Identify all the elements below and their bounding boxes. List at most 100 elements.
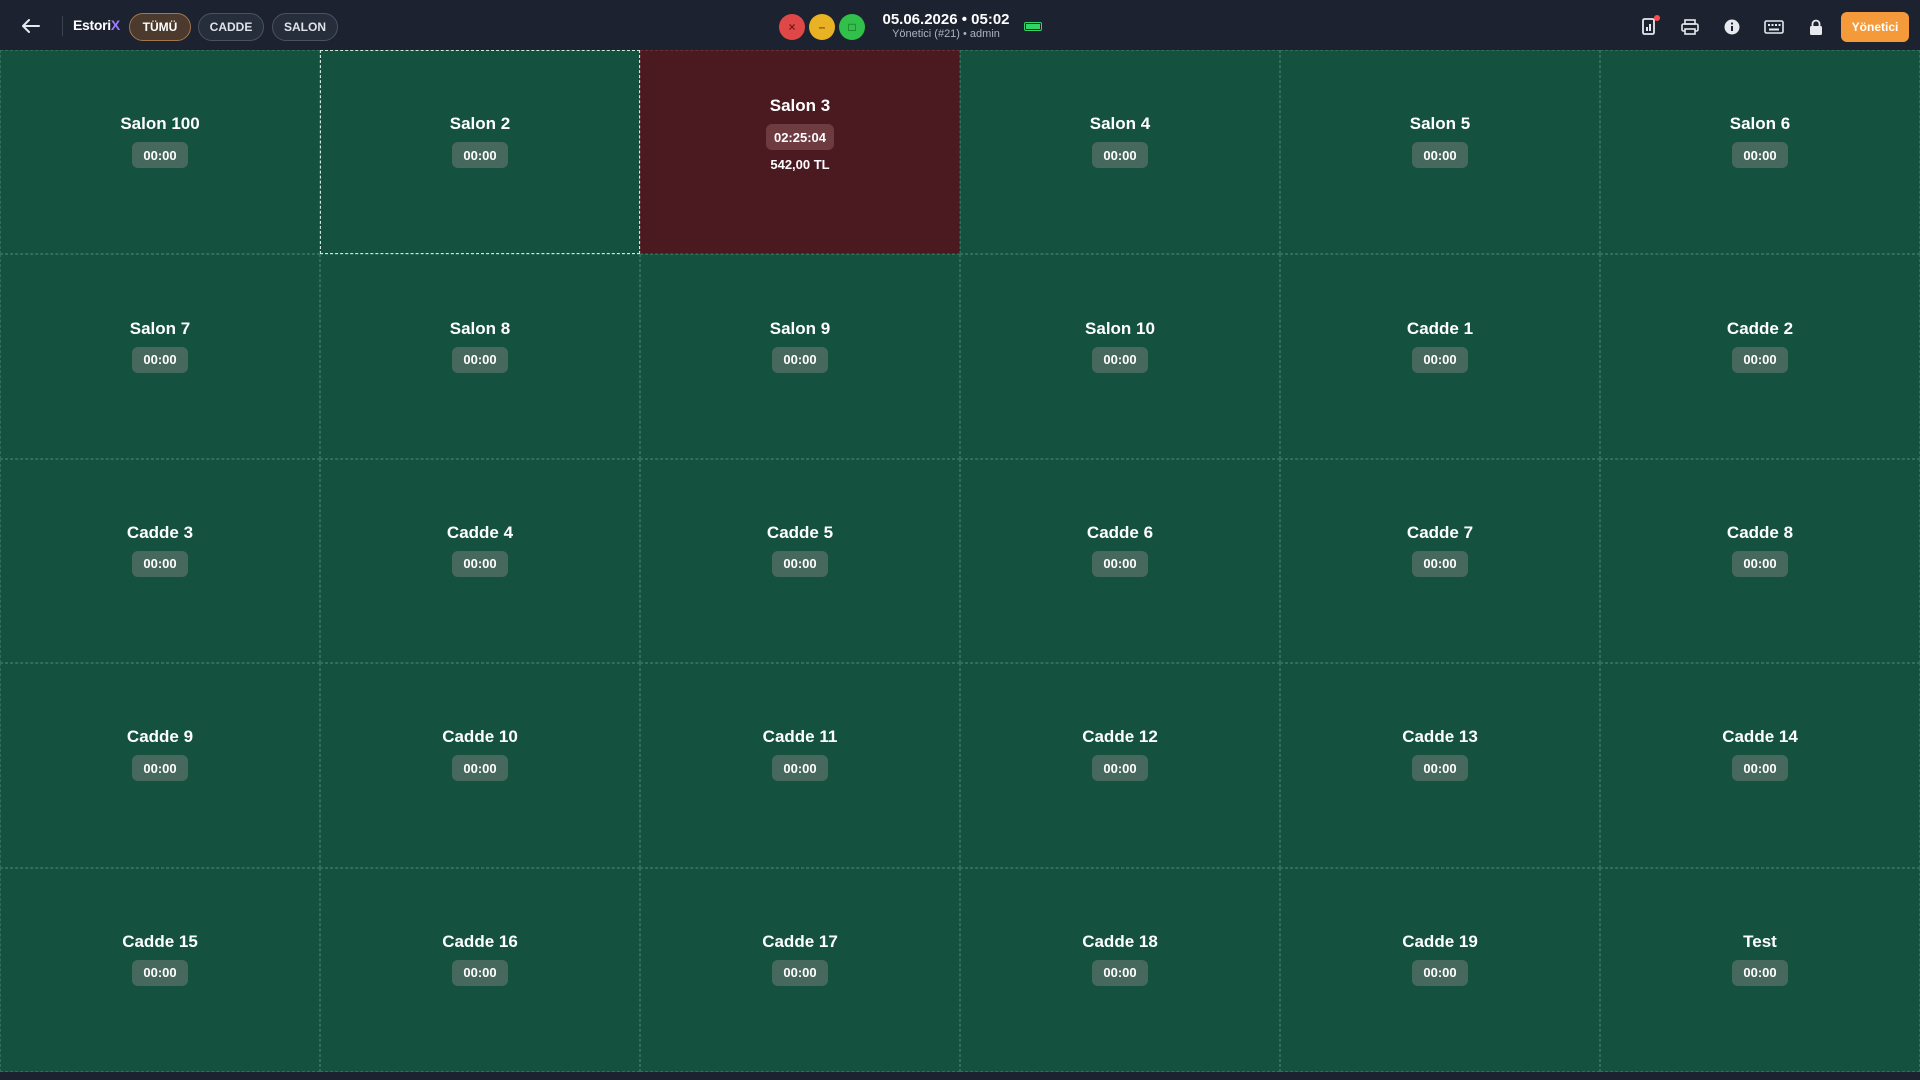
- role-button[interactable]: Yönetici: [1841, 12, 1909, 42]
- battery-icon: [1024, 22, 1042, 31]
- window-minimize-button[interactable]: –: [809, 14, 835, 40]
- table-timer: 00:00: [452, 550, 508, 577]
- table-card[interactable]: Cadde 6 00:00: [960, 458, 1280, 664]
- table-timer: 00:00: [1412, 755, 1468, 782]
- info-icon[interactable]: [1719, 14, 1745, 40]
- table-timer: 00:00: [1092, 142, 1148, 169]
- back-arrow-icon[interactable]: [16, 12, 46, 40]
- table-name: Cadde 7: [1406, 522, 1474, 542]
- table-timer: 00:00: [1412, 959, 1468, 986]
- table-card[interactable]: Cadde 8 00:00: [1600, 458, 1920, 664]
- table-name: Cadde 13: [1402, 727, 1478, 747]
- table-card[interactable]: Cadde 11 00:00: [640, 663, 960, 868]
- table-card[interactable]: Cadde 1 00:00: [1280, 254, 1600, 459]
- table-name: Cadde 4: [446, 522, 514, 542]
- table-name: Salon 5: [1409, 114, 1471, 134]
- table-name: Cadde 12: [1082, 727, 1158, 747]
- table-timer: 00:00: [1412, 142, 1468, 169]
- table-name: Cadde 17: [762, 931, 838, 951]
- table-timer: 00:00: [1092, 346, 1148, 373]
- table-timer: 00:00: [1732, 346, 1788, 373]
- table-grid: Salon 100 00:00 Salon 2 00:00 Salon 3 02:25:0…: [0, 50, 1920, 1072]
- table-card[interactable]: Salon 2 00:00: [320, 50, 640, 255]
- table-name: Salon 8: [449, 318, 511, 338]
- table-card[interactable]: Cadde 4 00:00: [320, 458, 640, 664]
- table-card[interactable]: Salon 3 02:25:04 542,00 TL: [640, 50, 960, 255]
- printer-icon[interactable]: [1677, 14, 1703, 40]
- bottom-strip: [0, 1072, 1920, 1080]
- table-timer: 02:25:04: [765, 124, 835, 151]
- table-name: Cadde 3: [126, 522, 194, 542]
- keyboard-icon[interactable]: [1761, 14, 1787, 40]
- table-name: Salon 4: [1089, 114, 1151, 134]
- clock-panel: 05.06.2026 • 05:02 Yönetici (#21) • admi…: [876, 11, 1016, 41]
- app-logo: EstoriX: [73, 17, 120, 33]
- window-close-button[interactable]: ×: [779, 14, 805, 40]
- table-timer: 00:00: [1732, 142, 1788, 169]
- table-timer: 00:00: [452, 346, 508, 373]
- table-name: Cadde 6: [1086, 522, 1154, 542]
- filter-salon-button[interactable]: SALON: [272, 13, 338, 41]
- table-card[interactable]: Cadde 2 00:00: [1600, 254, 1920, 459]
- table-timer: 00:00: [452, 755, 508, 782]
- table-card[interactable]: Test 00:00: [1600, 867, 1920, 1072]
- table-timer: 00:00: [132, 550, 188, 577]
- table-name: Cadde 8: [1726, 522, 1794, 542]
- table-timer: 00:00: [1732, 550, 1788, 577]
- table-timer: 00:00: [1092, 755, 1148, 782]
- filter-cadde-button[interactable]: CADDE: [198, 13, 264, 41]
- table-card[interactable]: Salon 8 00:00: [320, 254, 640, 459]
- table-timer: 00:00: [772, 550, 828, 577]
- report-icon[interactable]: [1636, 14, 1662, 40]
- table-timer: 00:00: [1092, 550, 1148, 577]
- table-name: Cadde 14: [1722, 727, 1798, 747]
- table-timer: 00:00: [132, 959, 188, 986]
- window-maximize-button[interactable]: □: [839, 14, 865, 40]
- table-card[interactable]: Cadde 17 00:00: [640, 867, 960, 1072]
- table-card[interactable]: Salon 4 00:00: [960, 50, 1280, 255]
- table-timer: 00:00: [1732, 755, 1788, 782]
- table-card[interactable]: Cadde 14 00:00: [1600, 663, 1920, 868]
- table-card[interactable]: Cadde 12 00:00: [960, 663, 1280, 868]
- table-name: Cadde 19: [1402, 931, 1478, 951]
- table-timer: 00:00: [132, 142, 188, 169]
- table-card[interactable]: Salon 7 00:00: [0, 254, 320, 459]
- table-name: Cadde 18: [1082, 931, 1158, 951]
- table-name: Salon 100: [120, 114, 200, 134]
- table-card[interactable]: Salon 100 00:00: [0, 50, 320, 255]
- table-name: Salon 2: [449, 114, 511, 134]
- table-timer: 00:00: [1732, 959, 1788, 986]
- table-card[interactable]: Salon 6 00:00: [1600, 50, 1920, 255]
- table-card[interactable]: Cadde 15 00:00: [0, 867, 320, 1072]
- table-card[interactable]: Cadde 9 00:00: [0, 663, 320, 868]
- table-card[interactable]: Salon 9 00:00: [640, 254, 960, 459]
- table-name: Cadde 11: [762, 727, 838, 747]
- table-timer: 00:00: [452, 142, 508, 169]
- table-card[interactable]: Cadde 16 00:00: [320, 867, 640, 1072]
- table-card[interactable]: Salon 10 00:00: [960, 254, 1280, 459]
- table-card[interactable]: Cadde 19 00:00: [1280, 867, 1600, 1072]
- table-amount: 542,00 TL: [770, 157, 830, 173]
- table-card[interactable]: Cadde 18 00:00: [960, 867, 1280, 1072]
- table-name: Cadde 16: [442, 931, 518, 951]
- table-timer: 00:00: [1412, 346, 1468, 373]
- table-timer: 00:00: [132, 755, 188, 782]
- table-card[interactable]: Cadde 7 00:00: [1280, 458, 1600, 664]
- table-name: Cadde 1: [1406, 318, 1474, 338]
- table-name: Salon 10: [1085, 318, 1155, 338]
- table-card[interactable]: Salon 5 00:00: [1280, 50, 1600, 255]
- lock-icon[interactable]: [1803, 14, 1829, 40]
- filter-all-button[interactable]: TÜMÜ: [129, 13, 191, 41]
- table-name: Salon 3: [769, 96, 831, 116]
- table-card[interactable]: Cadde 10 00:00: [320, 663, 640, 868]
- table-name: Cadde 15: [122, 931, 198, 951]
- table-card[interactable]: Cadde 3 00:00: [0, 458, 320, 664]
- table-timer: 00:00: [132, 346, 188, 373]
- divider: [62, 16, 63, 36]
- table-name: Salon 9: [769, 318, 831, 338]
- table-card[interactable]: Cadde 5 00:00: [640, 458, 960, 664]
- table-name: Cadde 10: [442, 727, 518, 747]
- table-card[interactable]: Cadde 13 00:00: [1280, 663, 1600, 868]
- user-info: Yönetici (#21) • admin: [892, 28, 1000, 40]
- notification-dot: [1654, 15, 1660, 21]
